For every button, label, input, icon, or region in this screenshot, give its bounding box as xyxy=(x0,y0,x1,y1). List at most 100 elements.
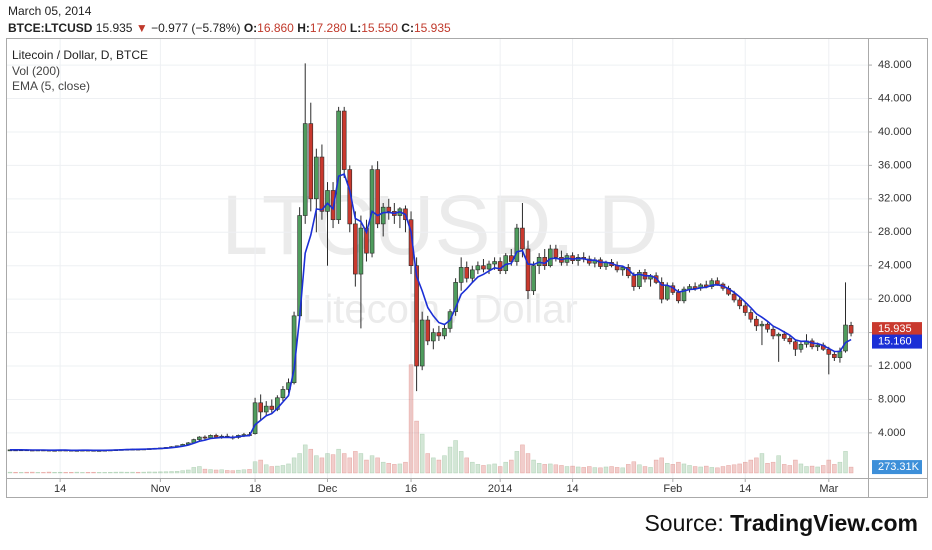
candle-body xyxy=(659,282,664,300)
volume-bar xyxy=(96,472,102,474)
candle-body xyxy=(263,405,269,413)
candle-body xyxy=(375,169,380,225)
volume-bar xyxy=(570,465,575,474)
volume-bar xyxy=(486,464,492,474)
volume-bar xyxy=(453,440,458,474)
y-tick-label: 8.000 xyxy=(878,393,906,405)
volume-bar xyxy=(263,464,269,474)
volume-bar xyxy=(665,463,670,474)
volume-bar xyxy=(85,472,91,474)
volume-bar xyxy=(804,466,809,474)
volume-bar xyxy=(815,466,820,474)
candle-body xyxy=(458,267,464,283)
volume-bar xyxy=(258,459,263,474)
volume-bar xyxy=(720,466,726,474)
candle-body xyxy=(787,338,793,343)
change: −0.977 (−5.78%) xyxy=(151,21,241,35)
volume-bar xyxy=(180,470,185,474)
volume-bar xyxy=(659,457,664,474)
volume-bar xyxy=(676,461,681,474)
y-tick-label: 24.000 xyxy=(878,260,912,272)
volume-bar xyxy=(353,451,358,474)
legend-ema: EMA (5, close) xyxy=(12,79,90,93)
volume-bar xyxy=(497,466,503,474)
candle-body xyxy=(213,435,219,438)
candle-body xyxy=(553,248,559,258)
candle-body xyxy=(781,333,787,339)
candle-body xyxy=(269,405,275,410)
volume-bar xyxy=(314,455,319,474)
candle-body xyxy=(364,227,369,254)
source-name: TradingView.com xyxy=(730,510,918,536)
volume-bar xyxy=(564,466,570,474)
close-label: C: xyxy=(401,21,414,35)
volume-bar xyxy=(230,470,236,474)
volume-bar xyxy=(141,471,146,474)
volume-bar xyxy=(458,451,464,474)
legend-volume: Vol (200) xyxy=(12,64,60,78)
open-label: O: xyxy=(243,21,258,35)
volume-bar xyxy=(809,465,815,474)
volume-bar xyxy=(793,459,798,474)
candle-body xyxy=(748,312,754,320)
candle-body xyxy=(759,323,765,327)
candle-body xyxy=(547,248,553,266)
candle-body xyxy=(197,436,202,440)
volume-bar xyxy=(291,457,297,474)
candle-body xyxy=(770,328,776,337)
volume-bar xyxy=(776,455,781,474)
volume-bar xyxy=(731,464,737,474)
candle-body xyxy=(308,123,314,200)
candle-body xyxy=(848,325,854,334)
candle-body xyxy=(386,206,392,212)
volume-tag: 273.31K xyxy=(878,461,920,473)
volume-bar xyxy=(559,465,564,474)
volume-bar xyxy=(185,469,191,474)
volume-bar xyxy=(286,463,291,474)
volume-bar xyxy=(481,465,486,474)
candle-body xyxy=(681,288,687,302)
volume-bar xyxy=(18,472,24,474)
volume-bar xyxy=(319,457,325,474)
volume-bar xyxy=(169,471,174,474)
volume-bar xyxy=(514,451,520,474)
volume-bar xyxy=(13,471,18,474)
candle-body xyxy=(742,305,748,313)
volume-bar xyxy=(308,448,314,474)
high-label: H: xyxy=(297,21,310,35)
volume-bar xyxy=(826,459,832,474)
candle-body xyxy=(470,269,475,279)
volume-bar xyxy=(219,469,224,474)
volume-bar xyxy=(174,471,180,474)
volume-bar xyxy=(754,457,759,474)
volume-bar xyxy=(631,461,637,474)
volume-bar xyxy=(275,465,280,474)
volume-bar xyxy=(119,471,124,474)
candle-body xyxy=(520,227,525,250)
volume-bar xyxy=(553,464,559,474)
candle-body xyxy=(358,227,364,275)
volume-bar xyxy=(341,453,347,474)
volume-bar xyxy=(642,466,648,474)
candle-body xyxy=(586,258,592,264)
candle-body xyxy=(737,299,742,307)
candle-body xyxy=(525,248,531,292)
last-price-tag-bg xyxy=(872,322,922,337)
volume-bar xyxy=(726,465,731,474)
candle-body xyxy=(531,265,536,292)
candle-body xyxy=(815,344,820,348)
volume-bar xyxy=(742,461,748,474)
volume-bar xyxy=(598,467,603,474)
x-tick-label: 18 xyxy=(249,483,261,495)
volume-bar xyxy=(269,466,275,474)
candle-body xyxy=(598,259,603,267)
candle-body xyxy=(302,123,308,216)
volume-bar xyxy=(197,466,202,474)
date: March 05, 2014 xyxy=(8,4,92,18)
y-tick-label: 20.000 xyxy=(878,293,912,305)
volume-bar xyxy=(135,471,141,474)
volume-bar xyxy=(687,465,692,474)
y-tick-label: 12.000 xyxy=(878,360,912,372)
volume-bar xyxy=(614,467,620,474)
chart: LTCUSD, D Litecoin / Dollar Litecoin / D… xyxy=(6,38,928,498)
